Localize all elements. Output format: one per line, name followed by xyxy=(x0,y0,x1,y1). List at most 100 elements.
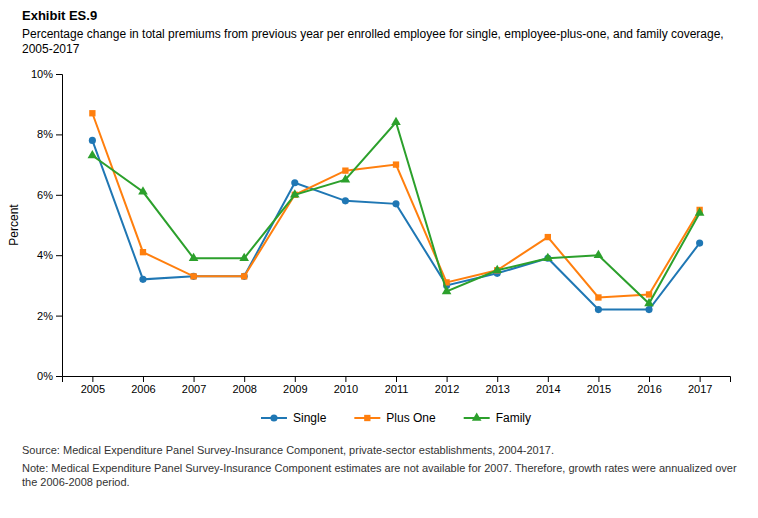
point xyxy=(341,174,351,182)
point xyxy=(442,286,452,294)
title: Exhibit ES.9 xyxy=(22,8,97,23)
legend-marker xyxy=(472,412,482,420)
x-tick: 2010 xyxy=(334,376,358,395)
point xyxy=(696,240,703,247)
x-tick-label: 2013 xyxy=(485,383,509,395)
point xyxy=(695,207,705,215)
x-tick-mark xyxy=(92,376,93,382)
point xyxy=(140,249,146,255)
y-axis-title: Percent xyxy=(7,204,21,246)
point xyxy=(291,179,298,186)
point xyxy=(342,197,349,204)
point xyxy=(545,234,551,240)
x-tick-mark xyxy=(295,376,296,382)
x-tick-mark xyxy=(497,376,498,382)
text-line: Source: Medical Expenditure Panel Survey… xyxy=(22,444,554,456)
annotation: Note: Medical Expenditure Panel Survey-I… xyxy=(22,462,737,488)
annotation: Source: Medical Expenditure Panel Survey… xyxy=(22,444,554,456)
x-tick-mark xyxy=(447,376,448,382)
series-line xyxy=(92,113,699,297)
point xyxy=(190,273,196,279)
point xyxy=(543,253,553,261)
subtitle: Percentage change in total premiums from… xyxy=(22,27,724,56)
x-tick-mark xyxy=(396,376,397,382)
point xyxy=(644,298,654,306)
x-tick-mark xyxy=(194,376,195,382)
x-tick-mark xyxy=(598,376,599,382)
legend: Single Plus One Family xyxy=(261,411,531,425)
point xyxy=(595,306,602,313)
point xyxy=(241,273,248,280)
x-tick: 2012 xyxy=(435,376,459,395)
point xyxy=(290,189,300,197)
point xyxy=(646,291,652,297)
point xyxy=(342,167,348,173)
point xyxy=(393,161,399,167)
x-tick: 2016 xyxy=(637,376,661,395)
y-tick-mark xyxy=(56,195,62,196)
x-tick: 2011 xyxy=(385,376,409,395)
point xyxy=(241,273,247,279)
legend-label: Single xyxy=(293,411,327,425)
x-tick: 2009 xyxy=(283,376,307,395)
x-tick-label: 2009 xyxy=(283,383,307,395)
plot: 2005 2006 2007 2008 2009 2010 2011 2012 2013 2014… xyxy=(31,68,731,395)
x-tick-mark xyxy=(345,376,346,382)
point xyxy=(139,276,146,283)
y-tick: 10% xyxy=(31,68,62,80)
x-axis-line xyxy=(63,377,731,383)
y-tick: 2% xyxy=(37,310,62,322)
point xyxy=(89,137,96,144)
x-axis: 2005 2006 2007 2008 2009 2010 2011 2012 2013 2014… xyxy=(63,376,731,395)
point xyxy=(595,294,601,300)
x-tick-label: 2011 xyxy=(385,383,409,395)
point xyxy=(391,117,401,125)
point xyxy=(645,306,652,313)
series-line xyxy=(92,140,699,309)
x-tick: 2015 xyxy=(587,376,611,395)
y-tick-mark xyxy=(56,376,62,377)
legend-item: Family xyxy=(464,411,531,425)
chart: Exhibit ES.9 Percentage change in total p… xyxy=(0,0,758,518)
x-tick: 2007 xyxy=(182,376,206,395)
x-tick-label: 2005 xyxy=(81,383,105,395)
point xyxy=(492,265,502,273)
x-tick-label: 2017 xyxy=(688,383,712,395)
legend-marker xyxy=(364,415,370,421)
x-tick: 2005 xyxy=(81,376,105,395)
legend-label: Plus One xyxy=(386,411,436,425)
y-tick-label: 10% xyxy=(31,68,53,80)
point xyxy=(239,253,249,261)
x-tick-label: 2010 xyxy=(334,383,358,395)
point xyxy=(138,186,148,194)
y-tick-mark xyxy=(56,134,62,135)
y-tick-mark xyxy=(56,255,62,256)
x-tick: 2006 xyxy=(131,376,155,395)
x-tick: 2014 xyxy=(536,376,560,395)
point xyxy=(88,150,98,158)
x-tick: 2017 xyxy=(688,376,712,395)
y-tick-label: 0% xyxy=(37,370,53,382)
x-tick: 2008 xyxy=(232,376,256,395)
legend-marker xyxy=(270,414,277,421)
text-line: the 2006-2008 period. xyxy=(22,476,130,488)
x-tick: 2013 xyxy=(485,376,509,395)
point xyxy=(594,250,604,258)
point xyxy=(190,273,197,280)
legend-label: Family xyxy=(496,411,531,425)
y-tick: 4% xyxy=(37,249,62,261)
y-tick-label: 2% xyxy=(37,310,53,322)
x-tick-label: 2016 xyxy=(637,383,661,395)
x-tick-mark xyxy=(700,376,701,382)
y-tick-label: 4% xyxy=(37,249,53,261)
series-line xyxy=(92,122,699,303)
y-tick-mark xyxy=(56,316,62,317)
legend-item: Plus One xyxy=(354,411,436,425)
y-axis: 0%2%4%6%8%10% xyxy=(31,68,63,382)
y-axis-line xyxy=(56,75,63,377)
x-tick-mark xyxy=(244,376,245,382)
text-line: Percentage change in total premiums from… xyxy=(22,27,724,41)
y-tick: 6% xyxy=(37,189,62,201)
x-tick-label: 2007 xyxy=(182,383,206,395)
x-tick-label: 2006 xyxy=(131,383,155,395)
